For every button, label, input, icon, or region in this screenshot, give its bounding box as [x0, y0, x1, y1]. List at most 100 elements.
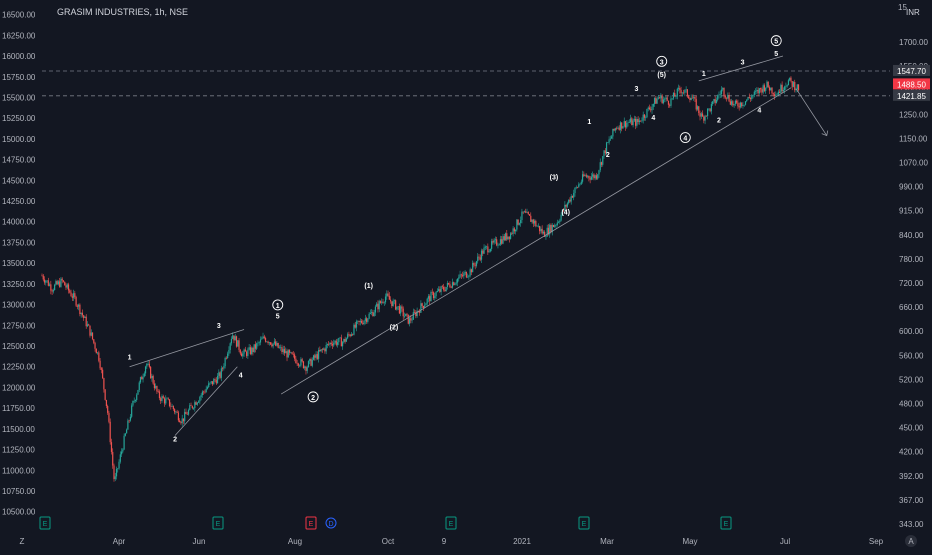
candle-body: [708, 108, 710, 110]
right-axis-tick-label: 720.00: [899, 279, 924, 288]
candle-body: [773, 94, 776, 97]
candle-body: [238, 340, 240, 350]
candle-body: [200, 395, 202, 398]
candle-body: [504, 233, 507, 240]
candle-body: [623, 121, 625, 127]
candle-body: [720, 89, 723, 95]
price-label: 1488.50: [897, 80, 926, 89]
candle-body: [748, 97, 750, 99]
candle-body: [602, 156, 604, 165]
candle-body: [131, 405, 133, 417]
candle-body: [655, 98, 657, 104]
event-marker-label: E: [724, 521, 729, 528]
candle-body: [420, 303, 422, 313]
candle-body: [598, 170, 600, 175]
candle-body: [738, 106, 740, 108]
candle-body: [525, 211, 527, 213]
candle-body: [155, 385, 157, 389]
candle-body: [754, 91, 757, 92]
candle-body: [72, 293, 75, 298]
candle-body: [336, 342, 339, 345]
candle-body: [148, 363, 150, 367]
candle-body: [628, 122, 630, 123]
wave-label-circle: [272, 299, 284, 311]
candle-body: [203, 391, 205, 393]
candle-body: [679, 87, 681, 91]
candle-body: [100, 368, 102, 370]
candle-body: [291, 352, 293, 355]
candle-body: [189, 405, 191, 410]
candle-body: [282, 349, 284, 353]
candle-body: [743, 104, 745, 106]
candle-body: [276, 342, 278, 346]
candle-body: [230, 338, 233, 344]
candle-body: [186, 414, 188, 415]
earnings-marker: [445, 516, 457, 530]
candle-body: [223, 366, 225, 369]
currency-badge[interactable]: INR: [906, 8, 920, 17]
left-axis-tick-label: 16500.00: [2, 11, 36, 20]
candle-body: [564, 204, 566, 211]
wave-label: 3: [660, 59, 664, 66]
candle-body: [430, 291, 432, 302]
candle-body: [315, 354, 317, 358]
candle-body: [292, 354, 294, 355]
candle-body: [589, 178, 591, 180]
candle-body: [209, 382, 211, 384]
candle-body: [718, 94, 720, 96]
candle-body: [472, 262, 474, 273]
candle-body: [670, 98, 672, 106]
candle-body: [450, 287, 452, 288]
candle-body: [211, 381, 214, 385]
candle-body: [310, 358, 312, 366]
candle-body: [115, 468, 118, 477]
candle-body: [232, 335, 234, 339]
candle-body: [756, 89, 758, 92]
candle-body: [752, 95, 754, 97]
candle-body: [444, 289, 446, 292]
wave-label-circle: [770, 35, 782, 47]
candle-body: [446, 282, 449, 288]
candle-body: [52, 290, 54, 292]
candle-body: [781, 84, 783, 92]
candle-body: [360, 320, 363, 323]
candle-body: [492, 241, 494, 243]
candle-body: [96, 352, 99, 354]
candle-body: [341, 342, 344, 347]
candle-body: [419, 311, 421, 313]
candle-body: [416, 310, 418, 317]
candle-body: [612, 128, 614, 137]
candle-body: [436, 290, 438, 293]
trendline-projection-arrow: [796, 88, 828, 136]
candle-body: [179, 420, 181, 423]
candle-body: [393, 300, 395, 301]
candle-body: [302, 361, 305, 369]
candle-body: [507, 236, 509, 240]
candle-body: [559, 220, 561, 222]
candle-body: [191, 405, 193, 409]
candle-body: [129, 416, 132, 421]
candle-body: [535, 220, 537, 227]
candle-body: [275, 341, 277, 346]
candle-body: [590, 176, 593, 180]
candle-body: [190, 405, 192, 406]
candle-body: [766, 81, 768, 88]
candle-body: [61, 278, 63, 281]
wave-label: 5: [276, 314, 280, 321]
candle-body: [651, 106, 653, 111]
candle-body: [617, 127, 619, 129]
left-axis-tick-label: 16250.00: [2, 31, 36, 40]
candle-body: [108, 412, 110, 422]
candle-body: [365, 318, 368, 322]
candle-body: [599, 162, 601, 171]
candle-body: [757, 89, 759, 94]
left-axis-tick-label: 14750.00: [2, 156, 36, 165]
candle-body: [410, 318, 412, 321]
left-axis-tick-label: 16000.00: [2, 52, 36, 61]
candle-body: [729, 101, 731, 105]
candle-body: [516, 219, 518, 230]
candle-body: [122, 449, 124, 452]
left-axis-tick-label: 13000.00: [2, 301, 36, 310]
